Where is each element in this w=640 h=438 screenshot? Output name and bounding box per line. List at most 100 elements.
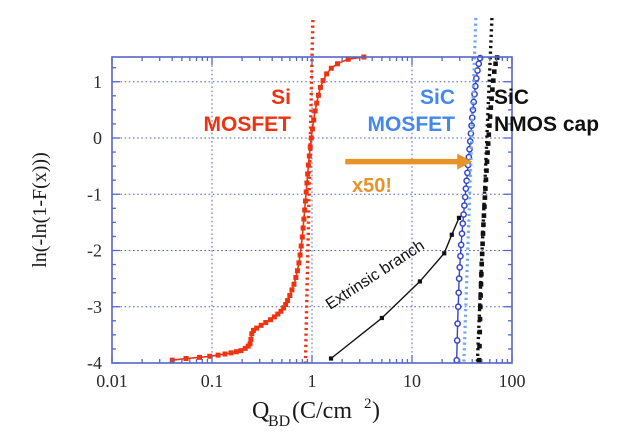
data-point bbox=[297, 252, 303, 258]
data-point bbox=[454, 320, 461, 327]
data-point bbox=[487, 114, 493, 119]
data-point bbox=[268, 317, 274, 323]
data-point bbox=[453, 356, 461, 364]
data-point bbox=[477, 316, 483, 322]
si-mosfet-label-line2: MOSFET bbox=[204, 113, 292, 136]
fit-line-sic-mosfet bbox=[462, 17, 478, 364]
sic-mosfet-annotation: SiC MOSFET bbox=[368, 86, 456, 136]
axis-frame bbox=[111, 56, 513, 364]
data-point bbox=[249, 331, 255, 337]
data-point bbox=[491, 69, 497, 74]
data-point bbox=[458, 230, 466, 237]
data-point bbox=[298, 243, 304, 249]
data-point bbox=[485, 141, 491, 146]
data-point bbox=[247, 341, 253, 347]
data-point bbox=[258, 322, 264, 328]
data-point bbox=[490, 87, 495, 92]
data-point bbox=[302, 198, 308, 204]
data-point bbox=[335, 61, 341, 67]
data-point bbox=[263, 320, 269, 325]
x-axis-title: Q BD (C/cm 2 ) bbox=[252, 396, 380, 430]
sic-mosfet-label-line1: SiC bbox=[420, 86, 455, 109]
data-point bbox=[453, 337, 461, 344]
data-point bbox=[457, 252, 464, 260]
data-point bbox=[324, 71, 330, 77]
data-point bbox=[305, 171, 311, 177]
data-point bbox=[271, 314, 277, 320]
series-line bbox=[330, 217, 460, 360]
data-point bbox=[455, 275, 463, 282]
data-point bbox=[328, 356, 334, 361]
data-point bbox=[481, 222, 486, 227]
data-point bbox=[291, 281, 297, 287]
x-axis-title-unit-close: ) bbox=[372, 398, 380, 424]
data-point bbox=[254, 325, 260, 331]
x-axis-title-unit-open: (C/cm bbox=[292, 398, 352, 424]
data-point bbox=[454, 303, 462, 311]
data-point bbox=[242, 345, 248, 351]
data-point bbox=[320, 78, 326, 84]
y-tick-label: -1 bbox=[87, 184, 102, 204]
data-point bbox=[460, 211, 467, 218]
data-series-layer bbox=[169, 54, 500, 364]
data-point bbox=[480, 231, 486, 236]
series-sic-mosfet bbox=[453, 54, 484, 364]
data-point bbox=[303, 189, 309, 195]
data-point bbox=[461, 202, 468, 209]
y-tick-label: -2 bbox=[87, 241, 102, 261]
data-point bbox=[490, 78, 496, 83]
data-point bbox=[483, 177, 489, 182]
y-tick-label: 0 bbox=[93, 128, 102, 148]
data-point bbox=[488, 105, 494, 110]
data-point bbox=[312, 108, 318, 114]
y-axis-title: ln(-ln(1-F(x))) bbox=[29, 152, 51, 268]
data-point bbox=[463, 177, 471, 185]
data-point bbox=[305, 162, 311, 168]
data-point bbox=[285, 298, 291, 304]
data-point bbox=[477, 343, 482, 349]
data-point bbox=[250, 327, 256, 333]
data-point bbox=[483, 186, 488, 191]
fit-line-sic-nmos-cap bbox=[475, 17, 494, 364]
data-point bbox=[301, 216, 307, 222]
data-point bbox=[314, 100, 320, 106]
data-point bbox=[493, 61, 498, 67]
data-point bbox=[482, 204, 487, 209]
data-point bbox=[304, 180, 310, 186]
x-axis-title-base: Q bbox=[252, 398, 269, 424]
data-point bbox=[479, 271, 484, 277]
data-point bbox=[317, 84, 323, 90]
data-point bbox=[315, 92, 321, 98]
data-point bbox=[479, 261, 485, 267]
data-point bbox=[311, 117, 317, 123]
data-point bbox=[417, 279, 423, 284]
data-point bbox=[379, 315, 384, 321]
x-tick-label: 0.1 bbox=[201, 371, 224, 391]
data-point bbox=[449, 232, 454, 237]
x50-arrow bbox=[345, 153, 473, 170]
data-point bbox=[476, 357, 482, 363]
data-point bbox=[183, 356, 189, 361]
y-tick-label: 1 bbox=[93, 72, 102, 92]
x-tick-label: 0.01 bbox=[96, 371, 128, 391]
data-point bbox=[489, 96, 494, 101]
data-point bbox=[233, 349, 239, 355]
data-point bbox=[478, 293, 483, 298]
data-point bbox=[345, 56, 351, 62]
data-point bbox=[442, 251, 447, 256]
data-point bbox=[478, 304, 483, 310]
data-point bbox=[281, 305, 287, 311]
data-point bbox=[238, 348, 244, 354]
data-point bbox=[487, 123, 492, 128]
x-tick-label: 100 bbox=[499, 371, 526, 391]
fit-line-si-mosfet bbox=[303, 19, 315, 364]
x-axis-title-subscript: BD bbox=[268, 413, 290, 430]
data-point bbox=[215, 352, 221, 358]
sic-mosfet-label-line2: MOSFET bbox=[368, 113, 456, 136]
data-point bbox=[328, 65, 334, 71]
data-point bbox=[283, 302, 289, 307]
data-point bbox=[459, 220, 467, 227]
series-si-mosfet bbox=[169, 54, 367, 363]
